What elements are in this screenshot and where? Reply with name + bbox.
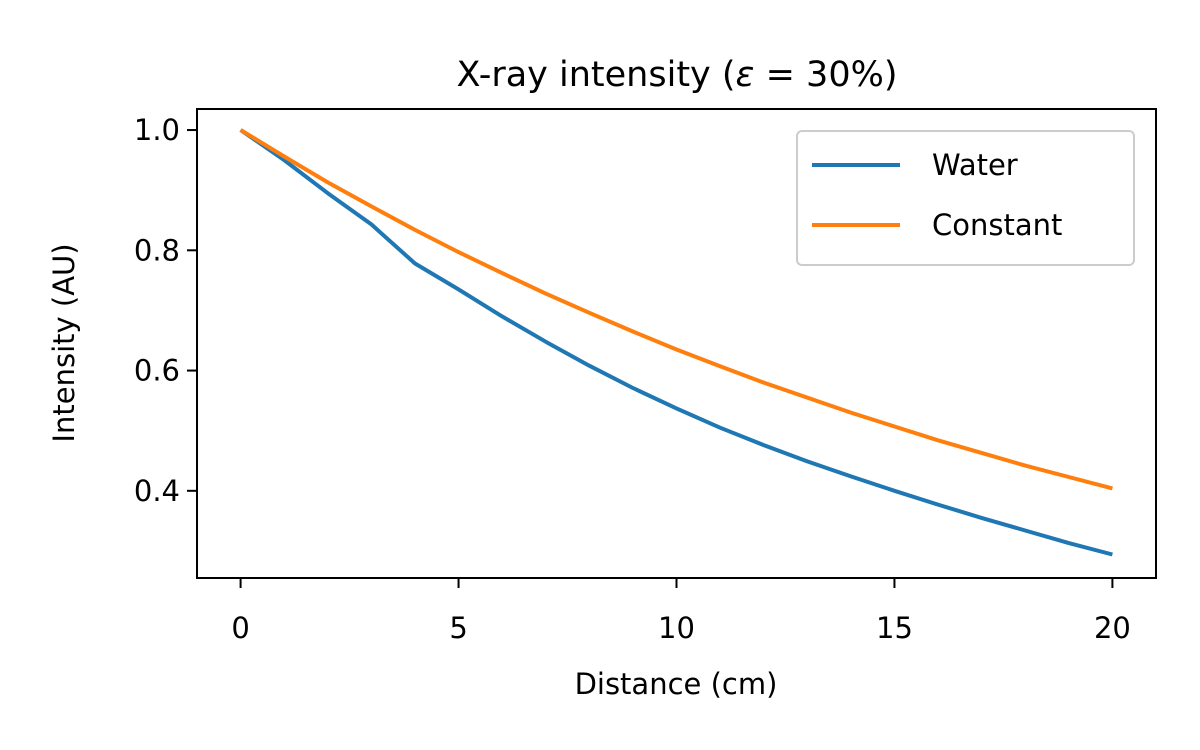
x-axis: 0 5 10 15 20 — [231, 578, 1131, 645]
x-axis-label: Distance (cm) — [575, 667, 778, 701]
y-axis: 0.4 0.6 0.8 1.0 — [134, 113, 197, 508]
y-tick-label: 0.6 — [134, 354, 180, 388]
x-tick-label: 20 — [1094, 611, 1131, 645]
y-axis-label: Intensity (AU) — [47, 243, 81, 442]
y-tick-label: 0.4 — [134, 474, 180, 508]
legend-label: Water — [932, 148, 1018, 182]
legend-label: Constant — [932, 208, 1062, 242]
series-line-water — [239, 128, 1113, 557]
series-line-constant — [239, 128, 1113, 491]
x-tick-label: 5 — [449, 611, 467, 645]
x-tick-label: 10 — [658, 611, 695, 645]
x-tick-label: 0 — [231, 611, 249, 645]
legend: Water Constant — [796, 130, 1135, 266]
chart-title: X-ray intensity (ε = 30%) — [456, 55, 897, 95]
y-tick-label: 1.0 — [134, 113, 180, 147]
series-layer — [239, 128, 1113, 557]
x-tick-label: 15 — [876, 611, 913, 645]
y-tick-label: 0.8 — [134, 233, 180, 267]
